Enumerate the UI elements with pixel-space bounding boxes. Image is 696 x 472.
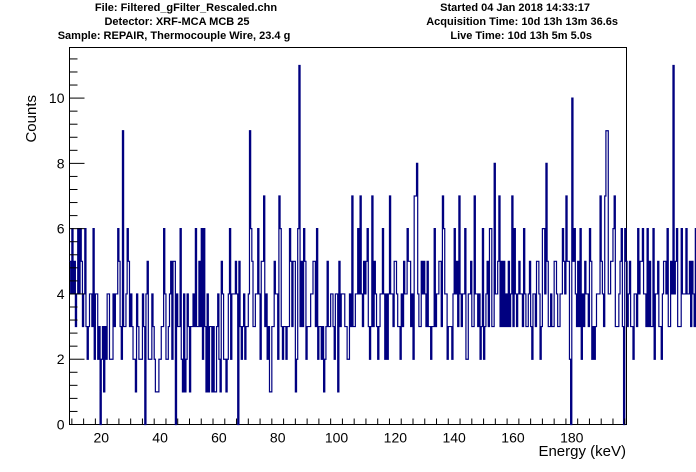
live-time-label: Live Time: 10d 13h 5m 5.0s [450,30,592,42]
y-tick-label: 2 [57,351,65,367]
x-axis-ticks: 20 40 60 80 100 120 140 160 180 [71,418,626,446]
x-tick-label: 180 [560,430,584,446]
sample-label: Sample: REPAIR, Thermocouple Wire, 23.4 … [57,30,291,42]
detector-label: Detector: XRF-MCA MCB 25 [104,16,250,28]
x-tick-label: 140 [442,430,466,446]
y-axis-ticks: 0 2 4 6 8 10 [49,58,85,433]
acquisition-time-label: Acquisition Time: 10d 13h 13m 36.6s [426,16,618,28]
y-tick-label: 6 [57,221,65,237]
y-axis-title: Counts [23,95,40,143]
x-tick-label: 100 [325,430,349,446]
file-name-label: File: Filtered_gFilter_Rescaled.chn [94,2,278,14]
x-tick-label: 60 [211,430,227,446]
spectrum-line [69,64,696,426]
y-tick-label: 0 [57,417,65,433]
x-axis-title: Energy (keV) [538,443,626,460]
y-tick-label: 10 [49,90,65,106]
y-tick-label: 4 [57,286,65,302]
x-tick-label: 120 [384,430,408,446]
x-tick-label: 20 [93,430,109,446]
x-tick-label: 160 [501,430,525,446]
x-tick-label: 80 [270,430,286,446]
y-tick-label: 8 [57,155,65,171]
start-time-label: Started 04 Jan 2018 14:33:17 [440,2,590,14]
x-tick-label: 40 [152,430,168,446]
